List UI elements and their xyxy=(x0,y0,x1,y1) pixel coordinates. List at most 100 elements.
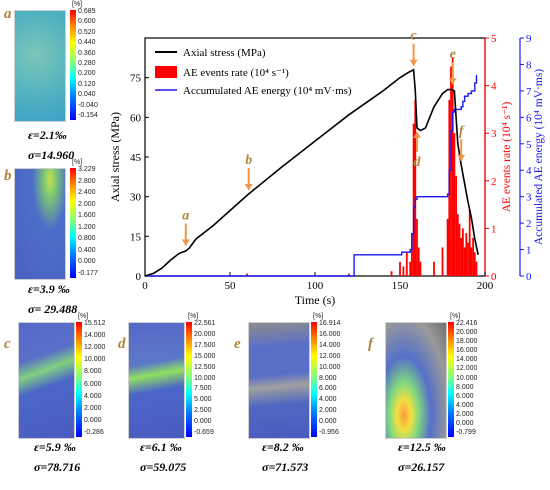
colorbar-tick-label: 0.685 xyxy=(78,8,96,15)
annotation-label-e: e xyxy=(450,47,456,62)
stress-caption: σ=59.075 xyxy=(140,460,187,474)
annotation-label-a: a xyxy=(182,209,189,224)
colorbar-tick-label: 4.000 xyxy=(84,392,102,400)
ae-rate-bar xyxy=(473,252,476,276)
ae-rate-bar xyxy=(472,237,474,276)
strain-caption: ε=8.2 ‰ xyxy=(262,440,304,454)
y-right2-axis-label: Accumulated AE energy (10⁴ mV·ms) xyxy=(533,69,545,245)
colorbar xyxy=(70,168,76,278)
colorbar xyxy=(70,10,76,120)
annotation-arrowhead-f xyxy=(457,154,466,161)
colorbar-tick-label: 0.280 xyxy=(78,60,96,67)
annotation-arrowhead-d xyxy=(413,131,421,138)
colorbar-tick-label: 0.440 xyxy=(78,39,96,47)
y-right1-tick-label: 0 xyxy=(491,271,497,283)
colorbar-tick-label: 17.500 xyxy=(194,341,216,349)
colorbar-unit: [%] xyxy=(313,313,324,320)
y-right2-tick-label: 2 xyxy=(526,218,532,230)
panel-label: a xyxy=(4,6,12,22)
colorbar-tick-label: 10.000 xyxy=(456,374,478,382)
y-right1-tick-label: 2 xyxy=(491,176,497,188)
ae-rate-bar xyxy=(450,66,452,276)
colorbar-tick-label: 2.000 xyxy=(84,404,102,412)
strain-caption: ε=3.9 ‰ xyxy=(28,282,70,296)
colorbar-tick-label: 0.000 xyxy=(319,418,337,426)
ae-rate-bar xyxy=(399,261,401,276)
y-right2-tick-label: 5 xyxy=(526,139,532,151)
x-tick-label: 100 xyxy=(307,280,324,292)
y-right2-tick-label: 4 xyxy=(526,165,532,177)
colorbar-tick-label: 15.000 xyxy=(194,352,216,360)
colorbar-tick-label: 4.000 xyxy=(319,396,337,404)
colorbar-tick-label: 0.200 xyxy=(78,70,96,78)
x-tick-label: 150 xyxy=(392,280,409,292)
colorbar-tick-label: 0.000 xyxy=(84,416,102,424)
dic-strain-image xyxy=(14,10,66,122)
strain-caption: ε=12.5 ‰ xyxy=(398,440,446,454)
colorbar-tick-label: 1.600 xyxy=(78,212,96,220)
colorbar-tick-label: 7.500 xyxy=(194,385,212,393)
colorbar xyxy=(311,322,317,437)
colorbar-tick-label: 0.400 xyxy=(78,246,96,254)
y-left-tick-label: 15 xyxy=(130,231,142,243)
ae-rate-bar xyxy=(405,252,408,276)
ae-rate-bar xyxy=(419,261,422,276)
ae-rate-bar xyxy=(467,242,469,276)
panel-label: b xyxy=(4,168,12,184)
ae-rate-bar xyxy=(414,99,417,276)
stress-caption: σ= 29.488 xyxy=(28,302,78,316)
annotation-arrowhead-c xyxy=(409,59,418,66)
y-left-tick-label: 0 xyxy=(136,271,142,283)
ae-rate-bar xyxy=(441,247,444,276)
colorbar-tick-label: 16.000 xyxy=(319,330,341,338)
strain-caption: ε=6.1 ‰ xyxy=(140,440,182,454)
colorbar-tick-label: 2.000 xyxy=(319,407,337,415)
ae-rate-bar xyxy=(468,209,471,276)
colorbar-tick-label: 6.000 xyxy=(319,385,337,393)
ae-rate-bar xyxy=(470,247,473,276)
ae-rate-bar xyxy=(456,214,459,276)
colorbar xyxy=(76,322,82,437)
legend-label-stress: Axial stress (MPa) xyxy=(183,47,266,59)
colorbar-tick-label: 10.000 xyxy=(84,356,106,364)
annotation-label-d: d xyxy=(414,155,422,170)
x-tick-label: 200 xyxy=(477,280,494,292)
colorbar-tick-label: 22.561 xyxy=(194,320,216,327)
colorbar-tick-label: 6.000 xyxy=(84,380,102,388)
colorbar-unit: [%] xyxy=(450,313,461,320)
ae-rate-bar xyxy=(412,123,415,277)
ae-rate-bar xyxy=(416,218,418,276)
panel-label: d xyxy=(118,336,126,352)
ae-rate-bar xyxy=(451,57,454,276)
colorbar-unit: [%] xyxy=(72,1,83,8)
colorbar-tick-label: -0.659 xyxy=(194,429,214,436)
ae-rate-bar xyxy=(390,271,393,276)
ae-rate-bar xyxy=(446,218,449,276)
colorbar-tick-label: 0.520 xyxy=(78,28,96,36)
colorbar-tick-label: 0.000 xyxy=(194,418,212,426)
strain-caption: ε=5.9 ‰ xyxy=(34,440,76,454)
y-right2-tick-label: 7 xyxy=(526,86,532,98)
ae-rate-bar xyxy=(462,228,464,276)
annotation-arrowhead-b xyxy=(244,184,253,191)
ae-rate-bar xyxy=(246,273,248,276)
y-right1-tick-label: 4 xyxy=(491,81,497,93)
annotation-label-b: b xyxy=(245,153,252,168)
colorbar-tick-label: 1.200 xyxy=(78,223,96,231)
annotation-arrowhead-e xyxy=(448,78,457,85)
colorbar-tick-label: 10.000 xyxy=(319,363,341,371)
colorbar-tick-label: 8.000 xyxy=(319,374,337,382)
colorbar-tick-label: 12.000 xyxy=(84,344,106,352)
colorbar-tick-label: 0.000 xyxy=(456,419,474,427)
ae-rate-bar xyxy=(453,133,456,276)
panel-label: e xyxy=(234,336,241,352)
colorbar-tick-label: 4.000 xyxy=(456,401,474,409)
colorbar xyxy=(448,322,454,437)
colorbar-tick-label: -0.799 xyxy=(456,429,476,436)
colorbar-tick-label: 14.000 xyxy=(84,332,106,340)
stress-caption: σ=14.960 xyxy=(28,148,75,162)
colorbar-tick-label: 12.000 xyxy=(319,352,341,360)
colorbar-tick-label: 3.229 xyxy=(78,166,96,173)
y-right1-axis-label: AE events rate (10⁴ s⁻¹) xyxy=(501,102,513,213)
